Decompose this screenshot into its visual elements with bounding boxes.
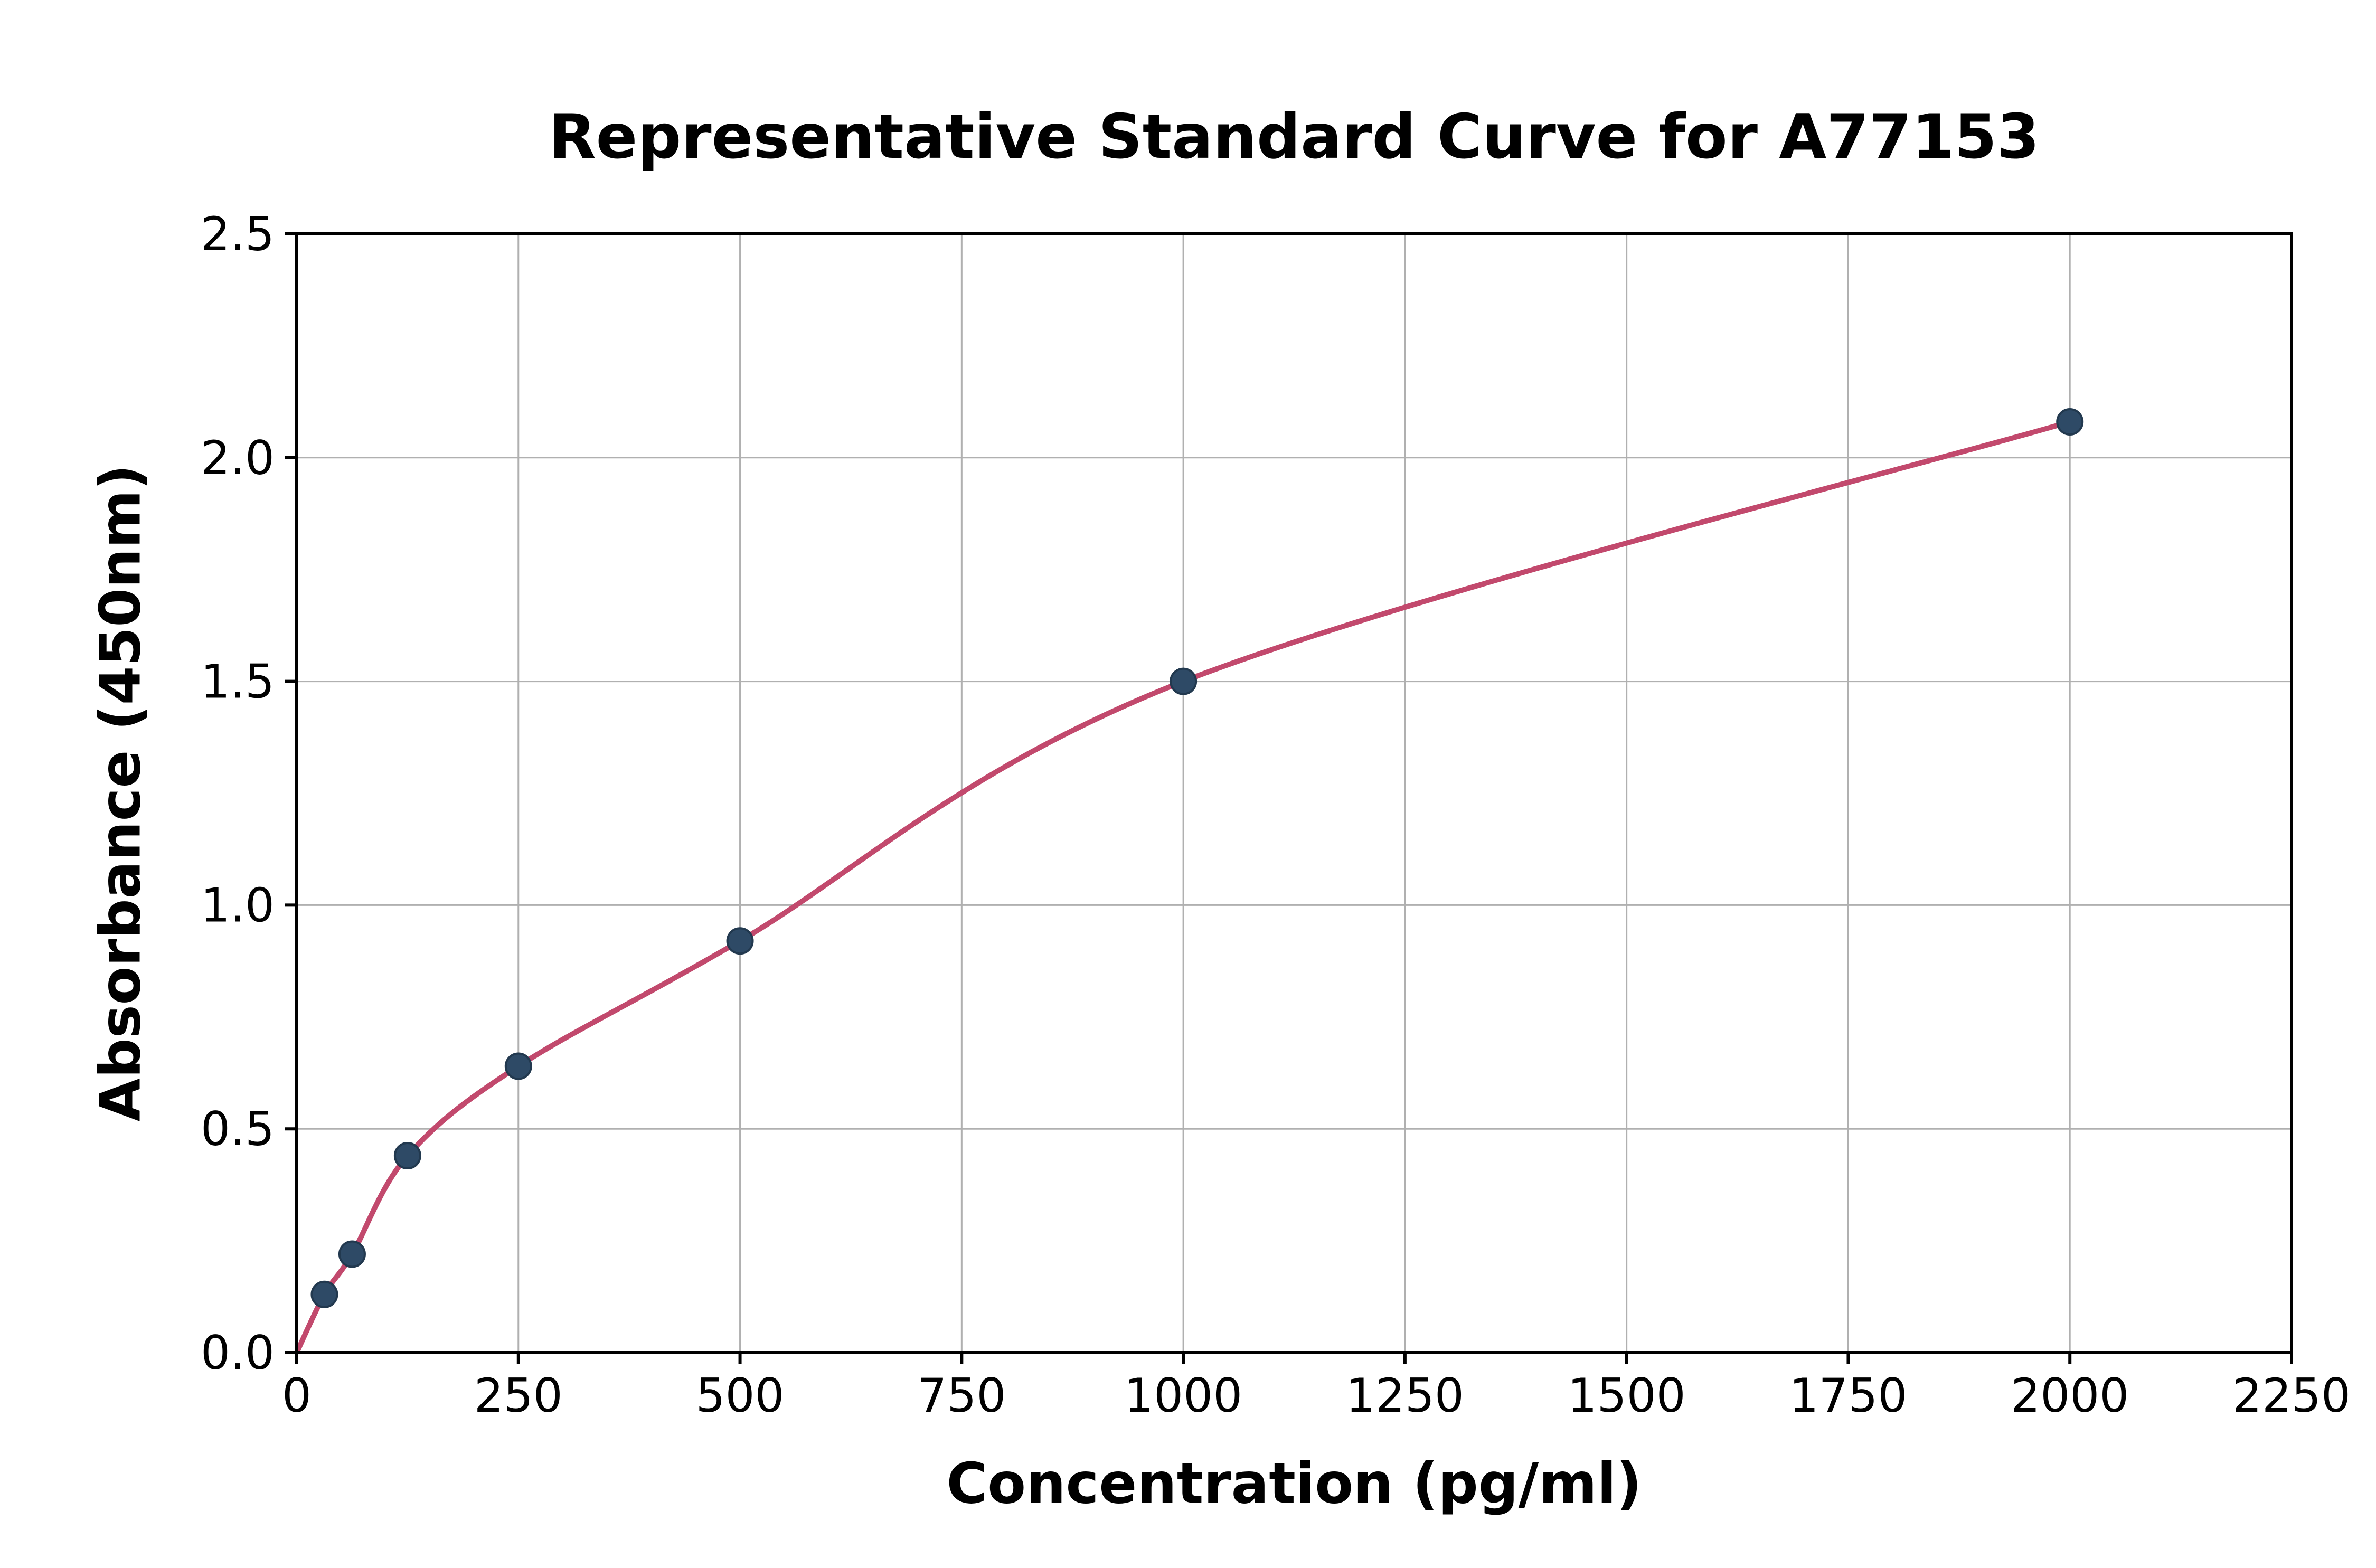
data-point <box>310 1280 338 1308</box>
x-tick-label: 0 <box>282 1368 312 1423</box>
x-tick-label: 750 <box>917 1368 1006 1423</box>
y-tick-label: 2.5 <box>201 207 275 261</box>
x-tick-label: 500 <box>696 1368 785 1423</box>
data-point <box>726 927 754 955</box>
x-tick-label: 250 <box>474 1368 563 1423</box>
x-tick-label: 2000 <box>2011 1368 2129 1423</box>
data-point <box>1170 667 1198 695</box>
x-tick-label: 1750 <box>1789 1368 1907 1423</box>
x-tick-label: 1500 <box>1568 1368 1686 1423</box>
x-tick-label: 1000 <box>1124 1368 1242 1423</box>
plot-background <box>297 234 2292 1353</box>
data-point <box>338 1240 366 1268</box>
y-tick-label: 0.0 <box>201 1326 275 1380</box>
x-axis-label: Concentration (pg/ml) <box>946 1451 1642 1516</box>
chart-title: Representative Standard Curve for A77153 <box>549 101 2040 173</box>
y-tick-label: 0.5 <box>201 1102 275 1156</box>
y-tick-label: 1.0 <box>201 878 275 932</box>
data-point <box>2056 408 2084 436</box>
data-point <box>504 1052 532 1080</box>
x-tick-label: 2250 <box>2232 1368 2351 1423</box>
y-tick-label: 2.0 <box>201 431 275 485</box>
x-tick-label: 1250 <box>1346 1368 1464 1423</box>
y-tick-label: 1.5 <box>201 655 275 709</box>
plot-border <box>295 232 2293 1354</box>
data-point <box>393 1142 421 1170</box>
